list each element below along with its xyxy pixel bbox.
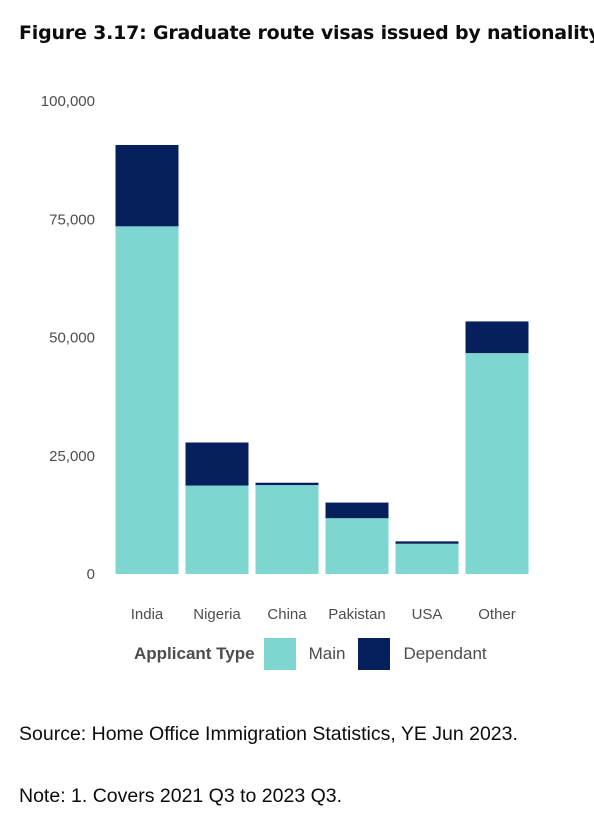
bar-pakistan-main: [325, 518, 389, 574]
footnote: Note: 1. Covers 2021 Q3 to 2023 Q3.: [19, 785, 343, 807]
legend-label-dependant: Dependant: [403, 644, 487, 663]
legend: Applicant Type Main Dependant: [134, 637, 500, 671]
source-note: Source: Home Office Immigration Statisti…: [19, 723, 518, 745]
y-tick-label: 25,000: [49, 448, 95, 465]
legend-label-main: Main: [308, 644, 346, 663]
x-tick-label-china: China: [267, 606, 307, 623]
x-tick-label-nigeria: Nigeria: [193, 606, 241, 623]
bar-china-dependant: [255, 482, 319, 486]
legend-item-dependant: Dependant: [358, 638, 487, 670]
y-tick-label: 75,000: [49, 211, 95, 228]
legend-title: Applicant Type: [134, 644, 255, 663]
legend-swatch-main: [263, 638, 296, 670]
bar-other-dependant: [465, 321, 529, 354]
bar-usa-dependant: [395, 541, 459, 544]
chart-title: Figure 3.17: Graduate route visas issued…: [19, 22, 594, 44]
bar-usa-main: [395, 543, 459, 574]
bar-nigeria-main: [185, 485, 249, 574]
y-tick-label: 0: [87, 566, 95, 583]
bar-india-main: [115, 226, 179, 574]
bar-other-main: [465, 353, 529, 574]
x-tick-label-other: Other: [478, 606, 516, 623]
bar-pakistan-dependant: [325, 502, 389, 519]
legend-swatch-dependant: [358, 638, 391, 670]
bar-nigeria-dependant: [185, 442, 249, 486]
bar-india-dependant: [115, 144, 179, 227]
y-tick-label: 100,000: [41, 93, 95, 110]
bar-china-main: [255, 485, 319, 574]
legend-item-main: Main: [263, 638, 346, 670]
x-tick-label-usa: USA: [412, 606, 443, 623]
x-tick-label-pakistan: Pakistan: [328, 606, 386, 623]
bar-chart: 0 25,000 50,000 75,000 100,000 India Nigeria Ch…: [41, 93, 529, 623]
y-tick-label: 50,000: [49, 330, 95, 347]
x-tick-label-india: India: [131, 606, 164, 623]
